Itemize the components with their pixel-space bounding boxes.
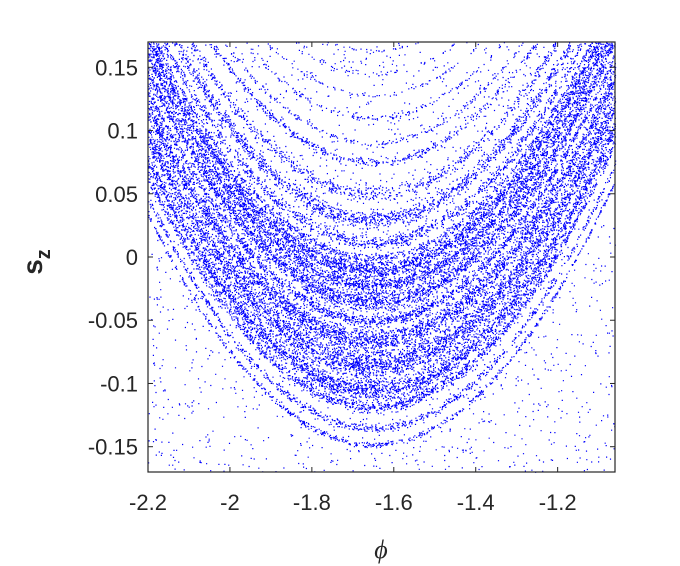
y-tick-label: 0.15 bbox=[95, 55, 138, 80]
y-tick-label: 0.1 bbox=[107, 119, 138, 144]
x-tick-label: -1.4 bbox=[457, 490, 495, 515]
y-tick-label: -0.1 bbox=[100, 371, 138, 396]
x-tick-label: -1.6 bbox=[375, 490, 413, 515]
y-tick-label: 0 bbox=[126, 245, 138, 270]
x-tick-label: -2.2 bbox=[129, 490, 167, 515]
x-tick-label: -1.2 bbox=[539, 490, 577, 515]
y-tick-label: -0.15 bbox=[88, 435, 138, 460]
x-axis-ticks: -2.2 -2 -1.8 -1.6 -1.4 -1.2 bbox=[129, 42, 577, 515]
y-axis-ticks: 0.15 0.1 0.05 0 -0.05 -0.1 -0.15 bbox=[88, 55, 615, 460]
plot-area bbox=[147, 41, 617, 473]
scatter-markers bbox=[148, 42, 617, 473]
svg-text:sz: sz bbox=[17, 249, 55, 275]
y-axis-label-subscript: z bbox=[33, 249, 55, 259]
x-axis-label: ϕ bbox=[374, 535, 387, 564]
y-tick-label: -0.05 bbox=[88, 308, 138, 333]
y-axis-label-main: s bbox=[17, 259, 48, 275]
scatter-points bbox=[148, 42, 617, 473]
y-axis-label: sz bbox=[17, 249, 55, 275]
x-tick-label: -1.8 bbox=[293, 490, 331, 515]
x-tick-label: -2 bbox=[220, 490, 240, 515]
y-tick-label: 0.05 bbox=[95, 182, 138, 207]
